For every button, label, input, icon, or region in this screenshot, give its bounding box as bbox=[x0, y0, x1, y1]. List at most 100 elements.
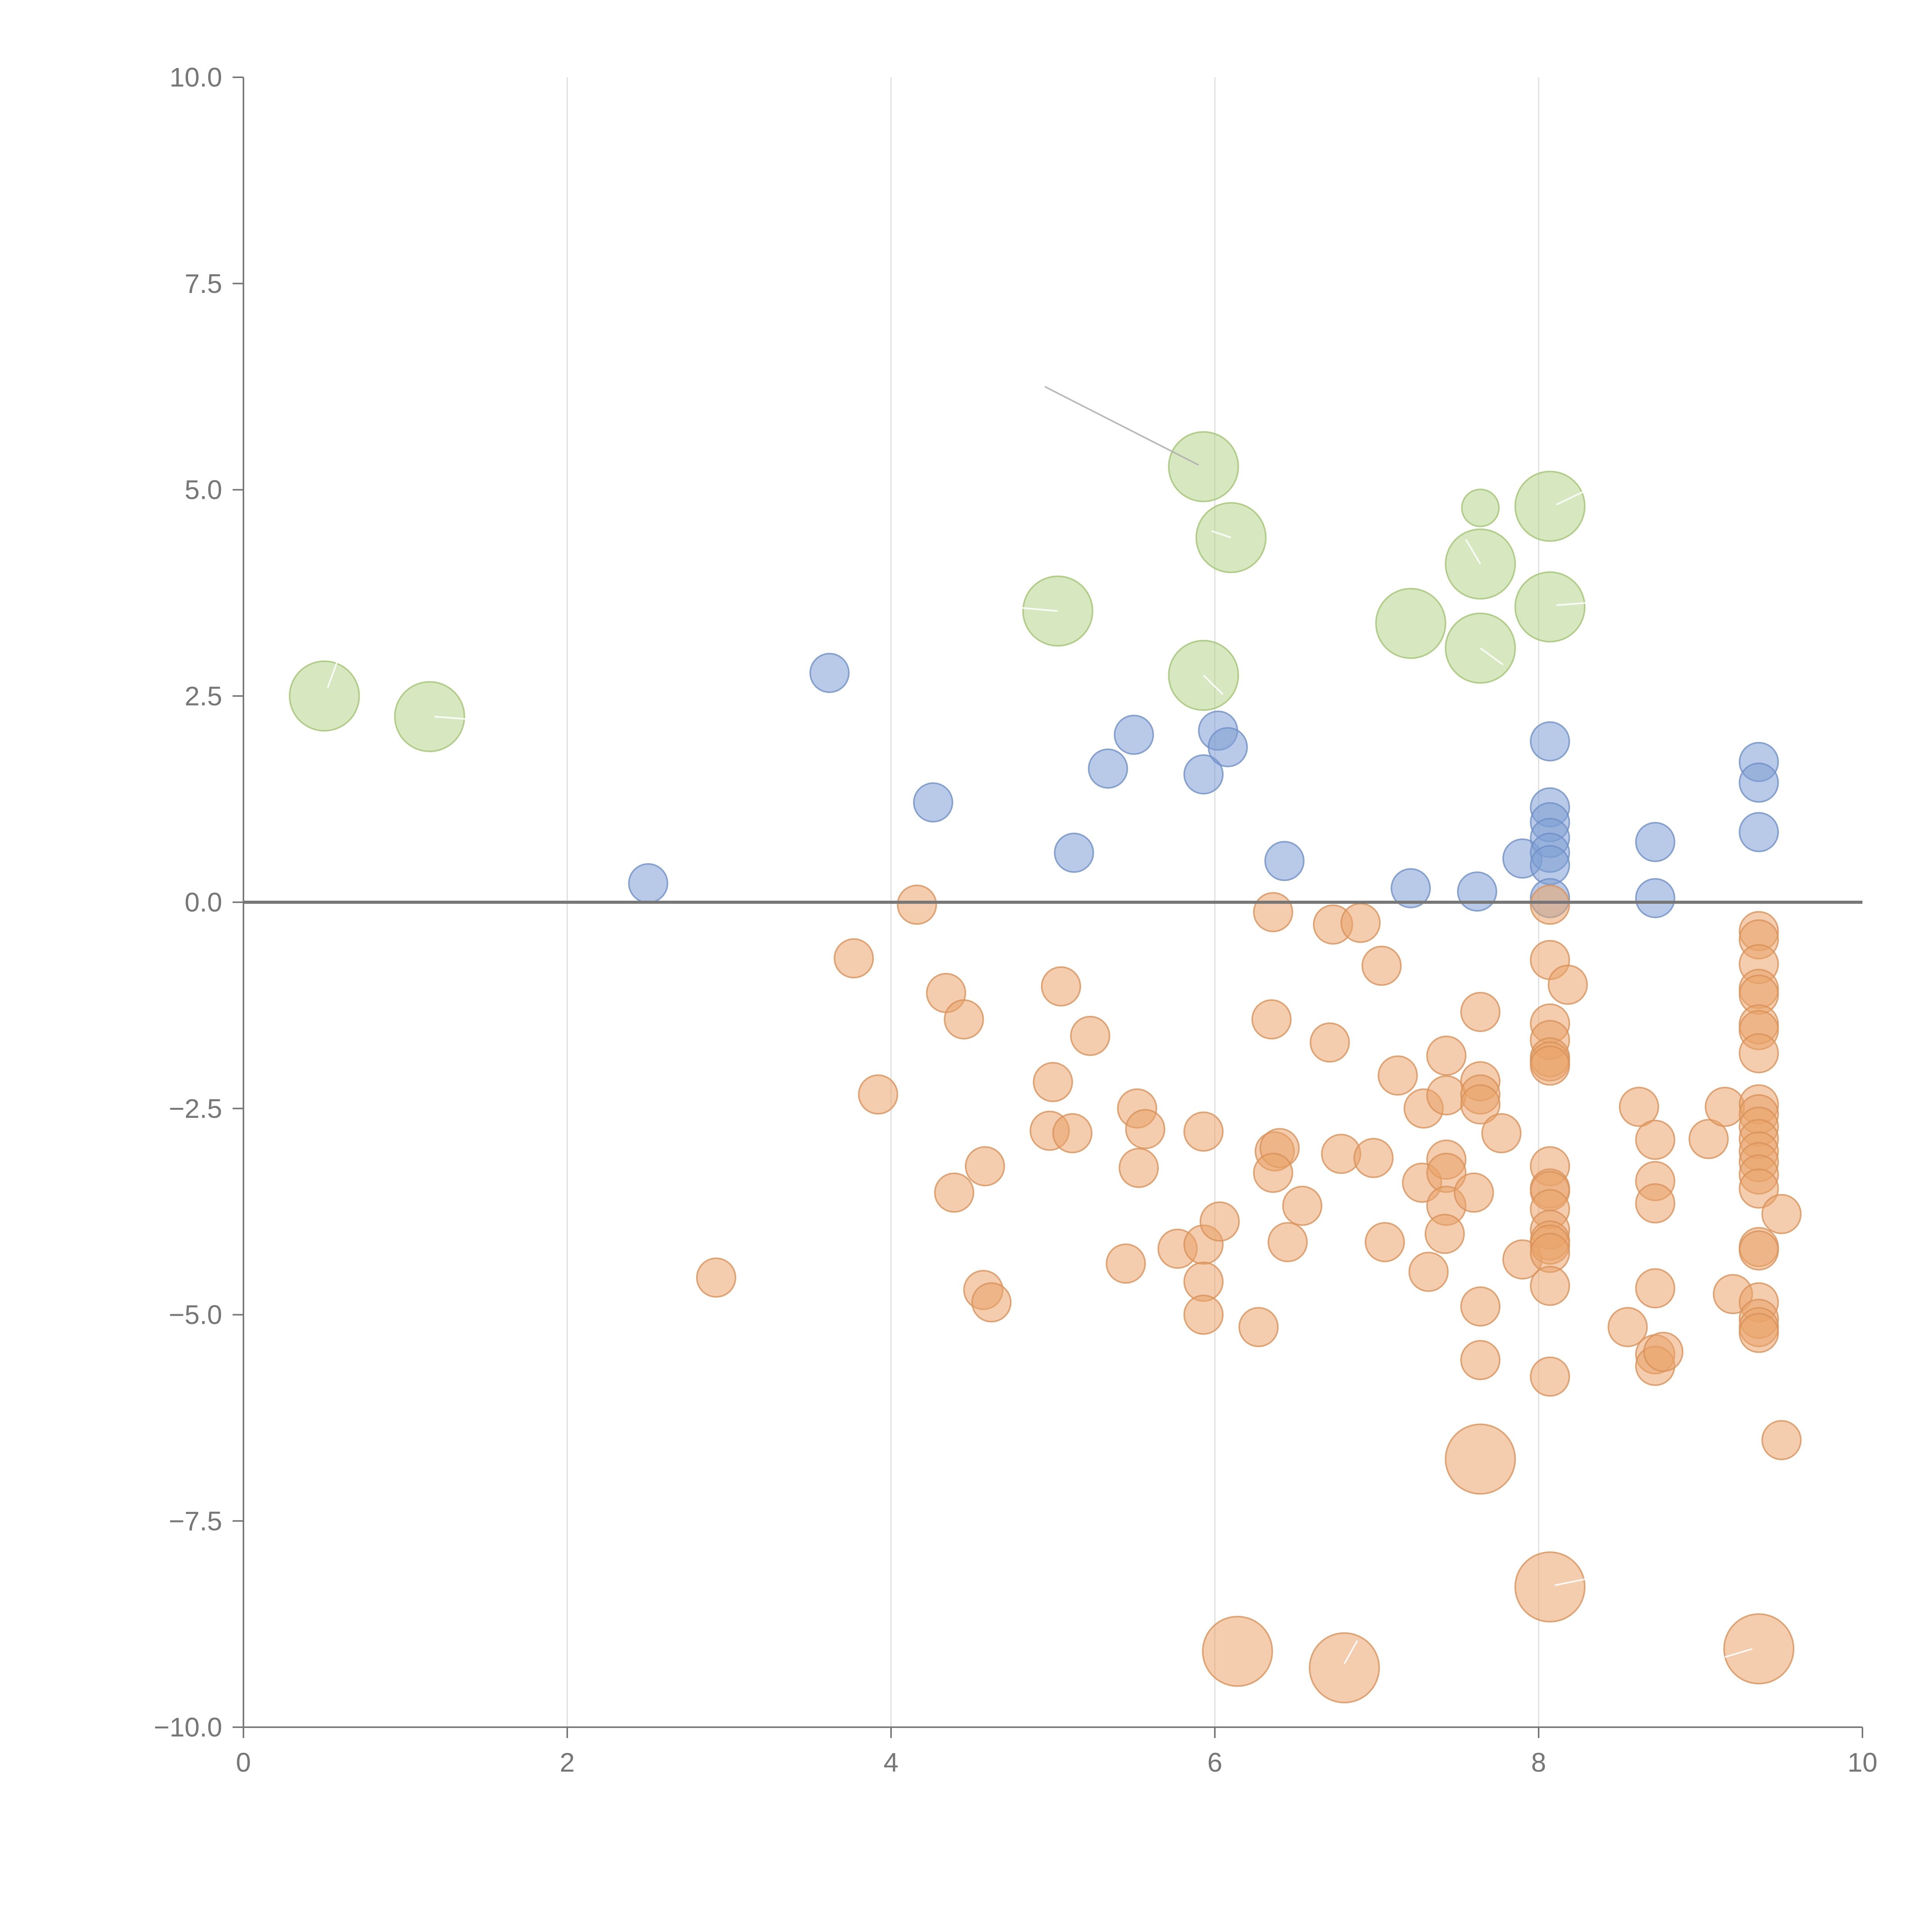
data-point bbox=[1607, 1307, 1648, 1347]
data-point bbox=[1309, 1632, 1380, 1704]
data-point bbox=[1454, 1172, 1494, 1213]
data-point bbox=[1114, 714, 1154, 755]
data-point bbox=[1635, 822, 1675, 862]
data-point bbox=[809, 653, 850, 693]
data-point bbox=[1643, 1332, 1684, 1372]
data-point bbox=[1530, 884, 1570, 925]
data-point bbox=[913, 782, 953, 823]
axes-layer bbox=[233, 77, 1863, 1738]
data-point bbox=[1125, 1109, 1165, 1150]
annotation-leader-line bbox=[434, 716, 467, 720]
data-point bbox=[897, 884, 937, 925]
data-point bbox=[1361, 946, 1402, 986]
data-point bbox=[1635, 1268, 1675, 1309]
annotation-leader-line bbox=[327, 661, 338, 688]
data-point bbox=[1424, 1214, 1465, 1254]
x-tick-label: 8 bbox=[1531, 1747, 1546, 1777]
x-tick-label: 6 bbox=[1208, 1747, 1223, 1777]
data-point bbox=[1548, 964, 1588, 1005]
data-point bbox=[1364, 1222, 1405, 1262]
data-point bbox=[1460, 1340, 1501, 1380]
annotation-leader-line bbox=[1211, 530, 1231, 539]
y-tick-label: 2.5 bbox=[185, 681, 222, 711]
data-point bbox=[1460, 1084, 1501, 1125]
data-point bbox=[965, 1146, 1005, 1187]
y-tick-label: 10.0 bbox=[170, 62, 222, 92]
annotation-leader-line bbox=[1725, 1648, 1753, 1658]
data-point bbox=[628, 863, 668, 903]
data-point bbox=[1530, 1265, 1570, 1306]
data-point bbox=[1264, 841, 1305, 881]
data-point bbox=[1251, 999, 1292, 1040]
y-tick-label: −5.0 bbox=[169, 1300, 222, 1330]
data-point bbox=[1202, 1616, 1273, 1687]
y-tick-label: 0.0 bbox=[185, 887, 222, 917]
data-point bbox=[1460, 1286, 1501, 1327]
data-point bbox=[1033, 1062, 1073, 1102]
x-tick-label: 0 bbox=[236, 1747, 251, 1777]
data-point bbox=[394, 681, 465, 752]
data-point bbox=[1282, 1185, 1323, 1226]
data-point bbox=[1088, 748, 1128, 789]
data-point bbox=[1514, 571, 1586, 643]
annotation-leader-line bbox=[1556, 490, 1585, 505]
y-tick-label: 7.5 bbox=[185, 269, 222, 299]
data-point bbox=[1426, 1075, 1467, 1116]
data-point bbox=[1481, 1113, 1522, 1153]
data-point bbox=[1183, 754, 1224, 795]
annotation-leader-line bbox=[1344, 1640, 1358, 1664]
data-point bbox=[1445, 1423, 1516, 1495]
data-point bbox=[1738, 1168, 1779, 1209]
data-point bbox=[1253, 892, 1293, 932]
annotation-leader-line bbox=[1465, 539, 1481, 565]
data-point bbox=[1738, 762, 1779, 803]
data-point bbox=[1183, 1294, 1224, 1335]
x-tick-label: 4 bbox=[884, 1747, 899, 1777]
data-point bbox=[1723, 1613, 1794, 1685]
data-point bbox=[1070, 1015, 1111, 1056]
data-point bbox=[1530, 1356, 1570, 1397]
data-point bbox=[1105, 1243, 1146, 1284]
data-point bbox=[289, 660, 360, 732]
data-point bbox=[1460, 992, 1501, 1032]
data-point bbox=[1119, 1148, 1159, 1188]
data-point bbox=[934, 1172, 975, 1213]
annotation-leader-line bbox=[1554, 1578, 1588, 1586]
data-point bbox=[1514, 471, 1586, 542]
data-point bbox=[1267, 1222, 1308, 1262]
marks-layer bbox=[289, 431, 1802, 1704]
data-point bbox=[1390, 868, 1431, 908]
data-point bbox=[1353, 1138, 1394, 1178]
data-point bbox=[1408, 1252, 1449, 1292]
data-point bbox=[1041, 966, 1081, 1007]
data-point bbox=[1635, 1183, 1675, 1224]
data-point bbox=[1738, 1033, 1779, 1073]
data-point bbox=[1375, 588, 1446, 659]
data-point bbox=[1761, 1420, 1802, 1461]
data-point bbox=[1619, 1087, 1659, 1127]
data-point bbox=[1378, 1055, 1418, 1096]
x-tick-label: 2 bbox=[560, 1747, 575, 1777]
data-point bbox=[858, 1074, 898, 1115]
data-point bbox=[1461, 488, 1500, 527]
data-point bbox=[944, 999, 984, 1040]
annotation-leader-line bbox=[1556, 602, 1587, 606]
data-point bbox=[1168, 431, 1239, 502]
data-point bbox=[1761, 1194, 1802, 1235]
data-point bbox=[1183, 1111, 1224, 1152]
data-point bbox=[1426, 1036, 1467, 1076]
y-tick-label: 5.0 bbox=[185, 475, 222, 505]
annotation-leader-line bbox=[1480, 647, 1503, 665]
annotation-layer bbox=[327, 386, 1753, 1664]
data-point bbox=[1530, 721, 1570, 762]
y-tick-label: −7.5 bbox=[169, 1506, 222, 1536]
data-point bbox=[1635, 878, 1675, 918]
data-point bbox=[1738, 1313, 1779, 1353]
y-tick-label: −10.0 bbox=[154, 1712, 222, 1742]
data-point bbox=[1208, 727, 1248, 767]
data-point bbox=[833, 938, 874, 979]
data-point bbox=[1530, 1045, 1570, 1086]
tick-labels-layer: 0 2 4 6 8 10 −10.0 −7.5 −5.0 −2.5 0.0 2.5 5.0 7.5 10.0 bbox=[154, 62, 1878, 1777]
